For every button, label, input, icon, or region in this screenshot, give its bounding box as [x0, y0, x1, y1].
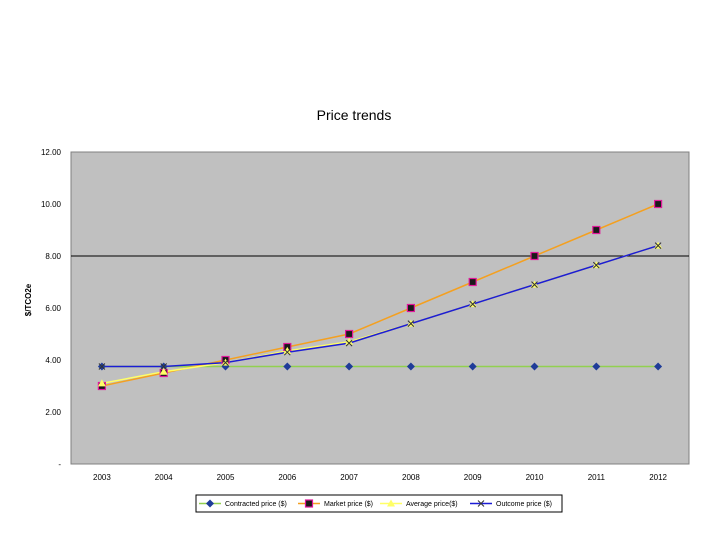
y-axis-label: $/TCO2e — [24, 283, 33, 316]
chart-title: Price trends — [317, 107, 392, 123]
contracted-price-point — [530, 362, 539, 371]
y-tick-label: 12.00 — [41, 148, 62, 157]
x-tick-label: 2009 — [464, 473, 482, 482]
legend-marker — [206, 499, 214, 508]
legend-label: Market price ($) — [324, 501, 373, 508]
x-tick-label: 2008 — [402, 473, 420, 482]
plot-area — [70, 151, 690, 465]
outcome-price-point — [469, 300, 477, 308]
x-tick-label: 2007 — [340, 473, 358, 482]
average-price-point — [97, 379, 106, 387]
legend-marker — [387, 499, 395, 507]
legend-box — [195, 494, 563, 513]
market-price-point — [530, 251, 539, 261]
outcome-price-point — [222, 359, 229, 366]
x-tick-label: 2012 — [649, 473, 667, 482]
market-price-point — [345, 329, 354, 339]
outcome-price-point — [160, 363, 168, 370]
outcome-price-point — [345, 339, 353, 347]
outcome-price-point — [531, 281, 538, 288]
legend-label: Average price($) — [406, 501, 458, 508]
y-tick-label: 2.00 — [45, 408, 61, 417]
outcome-price-point — [654, 242, 662, 249]
y-tick-label: 4.00 — [45, 356, 61, 365]
market-price-point — [468, 277, 477, 287]
average-price-point — [159, 367, 168, 375]
contracted-price-point — [592, 362, 601, 371]
legend-marker — [304, 499, 314, 508]
x-tick-label: 2010 — [526, 473, 544, 482]
contracted-price-point — [283, 362, 292, 371]
contracted-price-point — [654, 362, 663, 371]
x-axis-ticks: 2003 2004 2005 2006 2007 2008 2009 2010 2011 2012 — [93, 473, 668, 482]
average-price-point — [283, 346, 292, 354]
x-tick-label: 2004 — [155, 473, 173, 482]
outcome-price-line — [101, 244, 659, 368]
x-tick-label: 2006 — [278, 473, 296, 482]
x-tick-label: 2005 — [217, 473, 235, 482]
legend-label: Contracted price ($) — [225, 501, 287, 508]
y-axis-ticks: - 2.00 4.00 6.00 8.00 10.00 12.00 — [41, 148, 62, 469]
series-lines — [101, 203, 659, 387]
contracted-price-point — [406, 362, 415, 371]
average-price-point — [345, 337, 354, 345]
legend-marker — [477, 500, 485, 507]
series-markers — [97, 199, 663, 391]
contracted-price-point — [345, 362, 354, 371]
legend: Contracted price ($) Market price ($) Aver… — [195, 494, 563, 513]
outcome-price-point — [407, 320, 415, 327]
x-tick-label: 2011 — [588, 473, 606, 482]
market-price-point — [406, 303, 415, 313]
y-tick-label: 10.00 — [41, 200, 62, 209]
legend-label: Outcome price ($) — [496, 501, 552, 508]
outcome-price-point — [98, 363, 106, 370]
y-tick-label: 6.00 — [45, 304, 61, 313]
outcome-price-point — [592, 261, 600, 269]
y-tick-label: - — [58, 460, 61, 469]
market-price-point — [653, 199, 663, 209]
x-tick-label: 2003 — [93, 473, 111, 482]
y-tick-label: 8.00 — [45, 252, 61, 261]
market-price-point — [592, 225, 601, 235]
contracted-price-point — [468, 362, 477, 371]
outcome-price-point — [283, 348, 291, 356]
